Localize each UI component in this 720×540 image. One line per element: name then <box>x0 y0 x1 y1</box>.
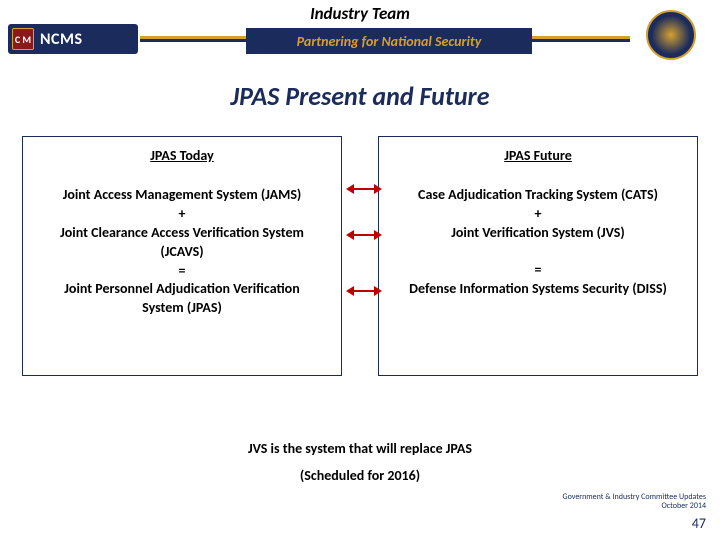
ncms-logo-text: NCMS <box>40 30 83 49</box>
bottom-text: JVS is the system that will replace JPAS… <box>0 440 720 484</box>
left-box-heading: JPAS Today <box>29 147 335 164</box>
ncms-badge-icon: C M <box>12 28 34 50</box>
bottom-line-2: (Scheduled for 2016) <box>0 467 720 484</box>
left-line: + <box>29 205 335 224</box>
right-line: Joint Verification System (JVS) <box>385 224 691 243</box>
right-spacer <box>385 243 691 261</box>
right-line: Defense Information Systems Security (DI… <box>385 280 691 299</box>
right-line: Case Adjudication Tracking System (CATS) <box>385 186 691 205</box>
double-arrow-icon <box>346 230 382 240</box>
header-title: Industry Team <box>0 0 720 24</box>
left-line: System (JPAS) <box>29 299 335 318</box>
left-line: Joint Access Management System (JAMS) <box>29 186 335 205</box>
left-line: Joint Clearance Access Verification Syst… <box>29 224 335 243</box>
jpas-today-box: JPAS Today Joint Access Management Syste… <box>22 136 342 376</box>
slide-title: JPAS Present and Future <box>0 80 720 112</box>
page-number: 47 <box>563 515 706 532</box>
header-banner: Partnering for National Security <box>246 28 532 54</box>
left-line: = <box>29 262 335 281</box>
double-arrow-icon <box>346 184 382 194</box>
bottom-line-1: JVS is the system that will replace JPAS <box>0 440 720 457</box>
slide-footer: Government & Industry Committee Updates … <box>563 493 706 532</box>
seal-icon <box>646 10 696 60</box>
ncms-logo: C M NCMS <box>8 24 138 54</box>
banner-text: Partnering for National Security <box>297 33 482 50</box>
left-line: Joint Personnel Adjudication Verificatio… <box>29 280 335 299</box>
right-line: = <box>385 261 691 280</box>
right-line: + <box>385 205 691 224</box>
footer-text-2: October 2014 <box>563 502 706 511</box>
right-box-heading: JPAS Future <box>385 147 691 164</box>
double-arrow-icon <box>346 286 382 296</box>
jpas-future-box: JPAS Future Case Adjudication Tracking S… <box>378 136 698 376</box>
slide-header: Industry Team C M NCMS Partnering for Na… <box>0 0 720 58</box>
left-line: (JCAVS) <box>29 243 335 262</box>
